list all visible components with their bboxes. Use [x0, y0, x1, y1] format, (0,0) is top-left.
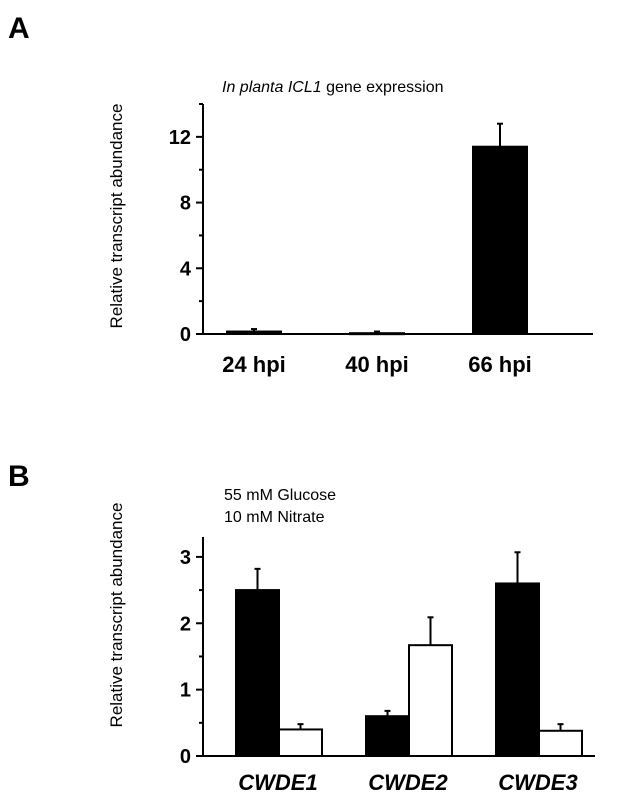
bar-b-1-0: [365, 715, 410, 758]
bar-a-2-0: [472, 145, 528, 335]
panel-a: A In planta ICL1 gene expression Relativ…: [8, 12, 593, 377]
x-tick-label: CWDE3: [498, 770, 577, 795]
bar-b-1-1: [408, 644, 453, 757]
y-tick-label: 8: [180, 193, 191, 215]
x-tick-label: CWDE1: [238, 770, 317, 795]
y-tick-label: 0: [180, 324, 191, 346]
y-tick-label: 4: [180, 258, 192, 280]
x-tick-label: CWDE2: [368, 770, 448, 795]
y-tick-label: 2: [180, 613, 191, 635]
plot-area-a: 0 4 8 12 24 hpi 40 hpi 66 hpi: [169, 103, 593, 377]
x-tick-label: 24 hpi: [222, 352, 286, 377]
y-axis-label-a: Relative transcript abundance: [107, 104, 126, 329]
bar-b-0-0: [235, 589, 280, 757]
panel-letter-b: B: [8, 460, 30, 493]
y-tick-label: 0: [180, 746, 191, 768]
y-tick-label: 3: [180, 547, 191, 569]
bar-b-2-1: [538, 729, 583, 757]
x-tick-label: 40 hpi: [345, 352, 409, 377]
panel-letter-a: A: [8, 12, 30, 45]
bar-b-2-0: [495, 582, 540, 757]
chart-title-a-italic: In planta ICL1: [222, 79, 322, 96]
condition-glucose: 55 mM Glucose: [224, 487, 336, 504]
chart-title-a-rest: gene expression: [322, 79, 444, 96]
plot-area-b: 0 1 2 3 CWDE1 CWDE2 CWDE3: [180, 537, 595, 795]
y-tick-label: 12: [169, 127, 191, 149]
y-axis-label-b: Relative transcript abundance: [107, 503, 126, 728]
x-tick-label: 66 hpi: [468, 352, 532, 377]
chart-title-a: In planta ICL1 gene expression: [222, 79, 443, 96]
bar-b-0-1: [278, 728, 323, 757]
bar-a-0-0: [226, 330, 282, 335]
bar-a-1-0: [349, 332, 405, 336]
y-tick-label: 1: [180, 680, 191, 702]
panel-b: B 55 mM Glucose 10 mM Nitrate Relative t…: [8, 460, 595, 795]
condition-nitrate: 10 mM Nitrate: [224, 509, 325, 526]
